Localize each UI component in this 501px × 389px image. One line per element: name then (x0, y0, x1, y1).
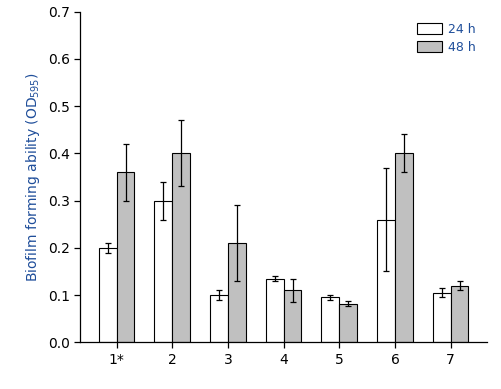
Bar (450, 286, 467, 342)
Bar (376, 219, 394, 342)
Bar (432, 293, 450, 342)
Bar (210, 295, 227, 342)
Bar (99, 248, 116, 342)
Bar (154, 201, 172, 342)
Bar (227, 243, 245, 342)
Bar (321, 298, 339, 342)
Bar (266, 279, 283, 342)
Legend: 24 h, 48 h: 24 h, 48 h (411, 18, 480, 59)
Bar (283, 290, 301, 342)
Bar (116, 172, 134, 342)
Bar (339, 303, 356, 342)
Bar (172, 153, 190, 342)
Bar (394, 153, 412, 342)
Y-axis label: Biofilm forming ability (OD$_{595}$): Biofilm forming ability (OD$_{595}$) (25, 72, 42, 282)
